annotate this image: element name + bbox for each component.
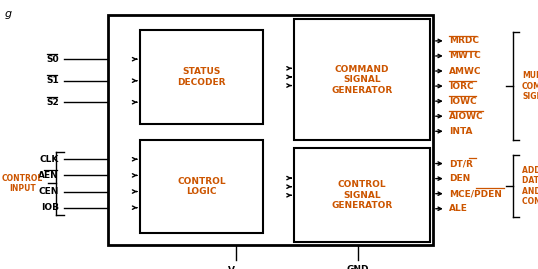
Text: IORC: IORC: [449, 82, 473, 91]
Text: IOWC: IOWC: [449, 97, 477, 106]
Text: AIOWC: AIOWC: [449, 112, 484, 121]
Bar: [294, 148, 430, 242]
Text: g: g: [5, 9, 12, 19]
Text: MCE/PDEN: MCE/PDEN: [449, 189, 502, 198]
Text: AMWC: AMWC: [449, 66, 482, 76]
Bar: [140, 30, 263, 124]
Text: ADDRESS LATCH,
DATA TRANSCEIVER,
AND INTERRUPT
CONTROL SIGNALS: ADDRESS LATCH, DATA TRANSCEIVER, AND INT…: [522, 166, 538, 206]
Text: S1: S1: [46, 76, 59, 85]
Text: INTA: INTA: [449, 127, 472, 136]
Text: AEN: AEN: [38, 171, 59, 180]
Text: CEN: CEN: [39, 187, 59, 196]
Text: MULTIBUS™
COMMAND
SIGNALS: MULTIBUS™ COMMAND SIGNALS: [522, 71, 538, 101]
Text: ALE: ALE: [449, 204, 468, 213]
Text: DEN: DEN: [449, 174, 470, 183]
Text: CLK: CLK: [39, 155, 59, 164]
Text: GND: GND: [347, 265, 370, 269]
Text: $\mathregular{V_{CC}}$: $\mathregular{V_{CC}}$: [226, 265, 245, 269]
Bar: [108, 15, 433, 245]
Text: CONTROL
LOGIC: CONTROL LOGIC: [177, 177, 225, 196]
Text: DT/R: DT/R: [449, 159, 473, 168]
Text: COMMAND
SIGNAL
GENERATOR: COMMAND SIGNAL GENERATOR: [331, 65, 393, 94]
Text: S0: S0: [46, 55, 59, 64]
Text: IOB: IOB: [41, 203, 59, 212]
Text: MRDC: MRDC: [449, 36, 479, 45]
Text: STATUS
DECODER: STATUS DECODER: [177, 67, 225, 87]
Text: MWTC: MWTC: [449, 51, 480, 61]
Text: CONTROL
INPUT: CONTROL INPUT: [2, 174, 43, 193]
Bar: [294, 19, 430, 140]
Bar: [140, 140, 263, 233]
Text: S2: S2: [46, 98, 59, 107]
Text: CONTROL
SIGNAL
GENERATOR: CONTROL SIGNAL GENERATOR: [331, 180, 393, 210]
